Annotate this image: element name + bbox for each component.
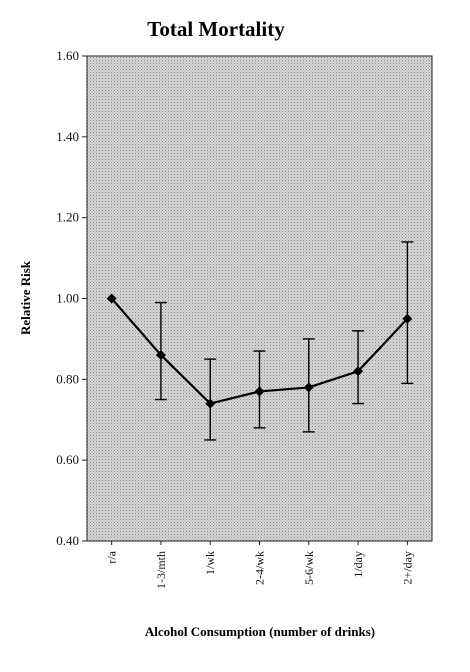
x-tick-label: r/a <box>105 550 119 563</box>
x-tick-label: 2-4/wk <box>253 551 267 585</box>
data-series <box>106 293 413 409</box>
x-tick-label: 2+/day <box>400 551 414 584</box>
data-point <box>205 398 216 409</box>
y-tick-label: 0.40 <box>56 533 79 548</box>
y-tick-label: 1.20 <box>56 210 79 225</box>
data-point <box>303 382 314 393</box>
data-point <box>402 313 413 324</box>
x-tick-label: 1/wk <box>203 551 217 575</box>
chart-title: Total Mortality <box>147 17 285 41</box>
y-axis-label: Relative Risk <box>18 260 33 335</box>
x-tick-label: 5-6/wk <box>302 551 316 585</box>
y-tick-label: 1.00 <box>56 291 79 306</box>
data-point <box>106 293 117 304</box>
data-point <box>353 366 364 377</box>
x-axis: r/a 1-3/mth 1/wk 2-4/wk 5-6/wk 1/day 2+/day <box>105 541 414 589</box>
x-axis-label: Alcohol Consumption (number of drinks) <box>145 624 375 639</box>
y-tick-label: 0.80 <box>56 371 79 386</box>
plot-area <box>86 55 433 542</box>
data-point <box>254 386 265 397</box>
x-tick-label: 1/day <box>351 551 365 578</box>
y-tick-label: 0.60 <box>56 452 79 467</box>
data-point <box>155 350 166 361</box>
y-tick-label: 1.60 <box>56 48 79 63</box>
x-tick-label: 1-3/mth <box>154 551 168 589</box>
y-axis: 0.40 0.60 0.80 1.00 1.20 1.40 1.60 <box>56 48 87 548</box>
y-tick-label: 1.40 <box>56 129 79 144</box>
plot-background <box>86 55 433 542</box>
